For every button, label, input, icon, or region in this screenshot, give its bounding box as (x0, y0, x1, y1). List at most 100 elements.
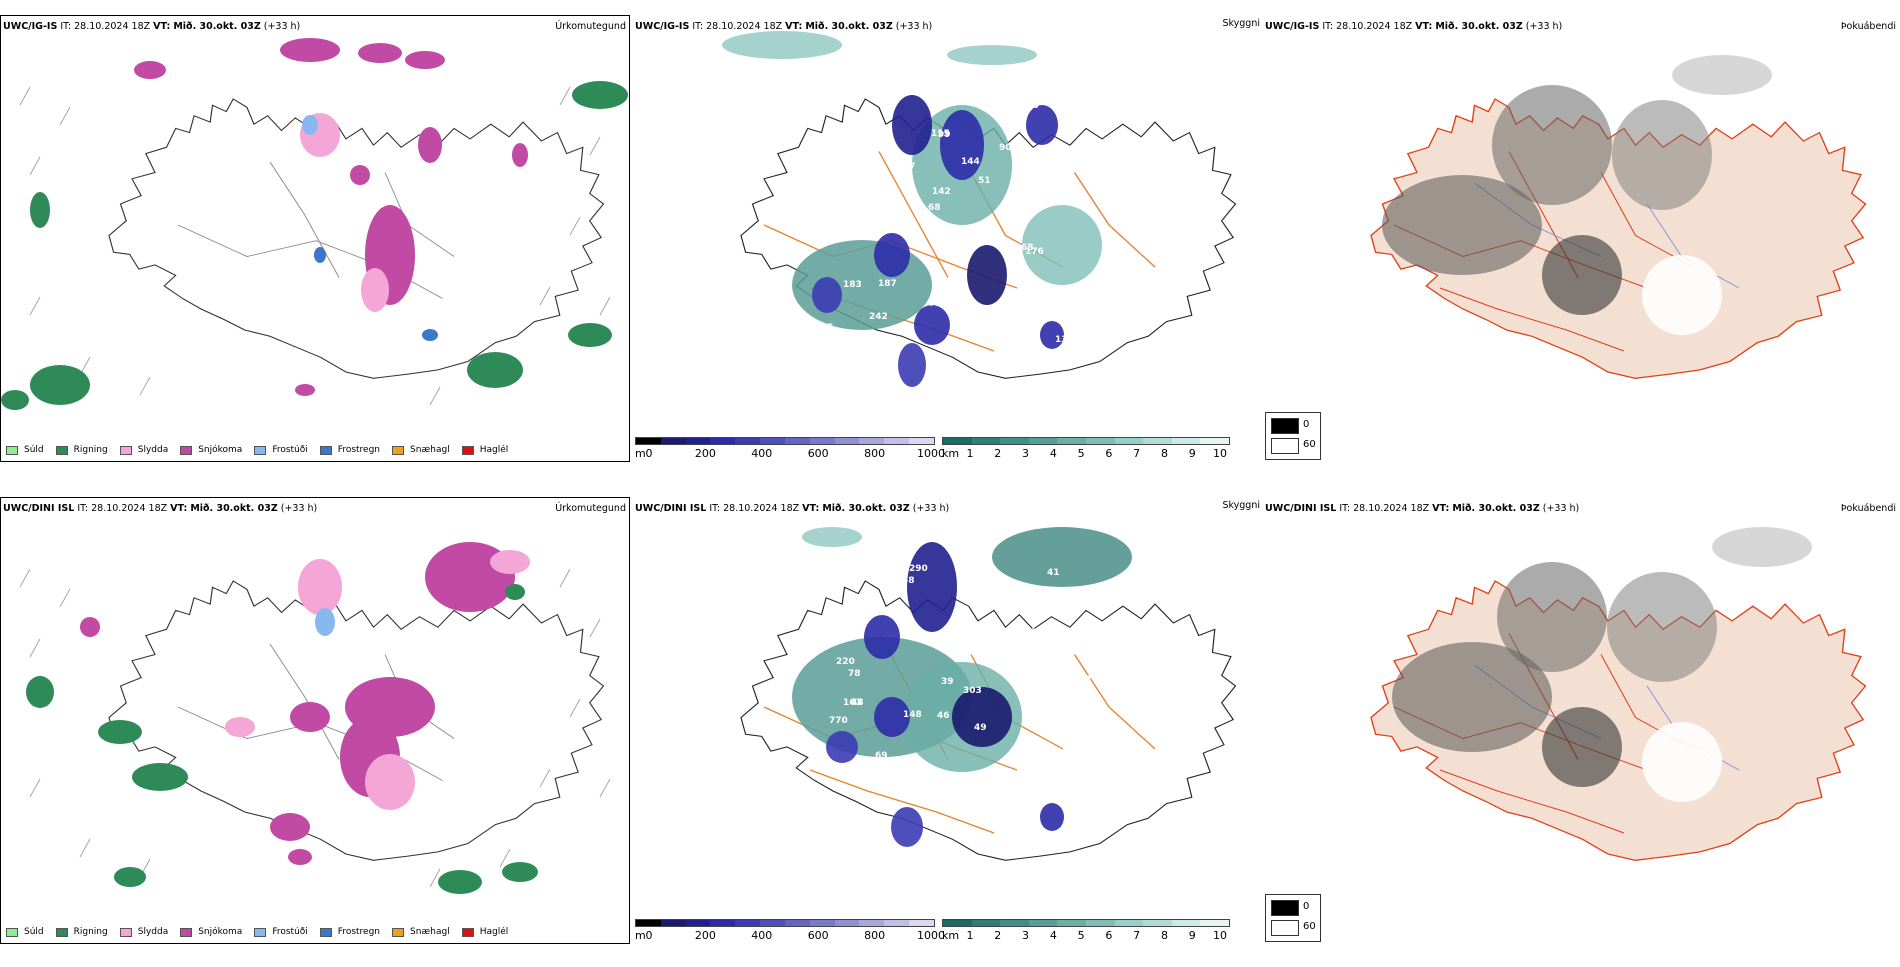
visibility-colorbar-bar (942, 437, 1230, 445)
colorbar-segment (660, 920, 686, 926)
cloudbase-label: 53 (828, 606, 841, 616)
precip-type-map-bottom (19, 542, 611, 894)
legend-item: Frostúði (254, 927, 308, 937)
legend-item: Snjókoma (180, 445, 242, 455)
cloudbase-label: 242 (869, 312, 888, 322)
colorbar-segment (710, 920, 736, 926)
cloudbase-label: 53 (940, 794, 953, 804)
it-label: IT: (60, 21, 72, 32)
legend-swatch (392, 927, 405, 937)
legend-swatch (180, 927, 193, 937)
it-value: 28.10.2024 18Z (723, 503, 800, 514)
visibility-colorbar-bar (942, 919, 1230, 927)
legend-label: Slydda (137, 927, 169, 937)
legend-label: Haglél (479, 927, 509, 937)
vt-label: VT: (170, 503, 188, 514)
colorbar-tick: 3 (1022, 447, 1030, 460)
colorbar-segment (884, 920, 910, 926)
colorbar-tick: 200 (694, 929, 716, 942)
legend-label: Súld (24, 927, 44, 937)
legend-item: Frostúði (254, 445, 308, 455)
legend-label: Súld (24, 445, 44, 455)
legend-swatch (254, 445, 267, 455)
colorbar-segment (660, 438, 686, 444)
model-name: UWC/DINI ISL (635, 503, 707, 514)
vt-label: VT: (802, 503, 820, 514)
model-name: UWC/DINI ISL (1265, 503, 1337, 514)
colorbar-segment (1000, 438, 1029, 444)
vt-value: Mið. 30.okt. 03Z (822, 503, 910, 514)
cloudbase-label: 37 (903, 162, 916, 172)
panel-title: UWC/IG-IS IT: 28.10.2024 18Z VT: Mið. 30… (3, 21, 300, 32)
colorbar-tick: 800 (864, 929, 886, 942)
cloudbase-label: 188 (1107, 674, 1126, 684)
colorbar-tick: 4 (1049, 447, 1057, 460)
colorbar-segment (735, 920, 761, 926)
model-name: UWC/IG-IS (3, 21, 58, 32)
cloudbase-label: 50 (1111, 179, 1124, 189)
vt-value: Mið. 30.okt. 03Z (190, 503, 278, 514)
cloudbase-label: 66 (838, 127, 851, 137)
colorbar-tick: 5 (1077, 929, 1085, 942)
panel-title: UWC/IG-IS IT: 28.10.2024 18Z VT: Mið. 30… (1265, 21, 1562, 32)
lead-time: (+33 h) (912, 503, 950, 514)
legend-item: Rigning (55, 927, 108, 937)
visibility-unit: km (942, 929, 960, 942)
cloudbase-label: 86 (977, 838, 990, 848)
legend-swatch (6, 927, 18, 937)
legend-label: Rigning (73, 927, 108, 937)
legend-label: Snjókoma (198, 445, 243, 455)
legend-label: Rigning (73, 445, 108, 455)
lead-time: (+33 h) (280, 503, 318, 514)
field-name: Skyggni (1222, 18, 1260, 29)
legend-item: Frostregn (319, 445, 380, 455)
cloudbase-label: 176 (1025, 247, 1044, 257)
cloudbase-label: 148 (903, 710, 922, 720)
cloudbase-label: 39 (941, 677, 954, 687)
bottom-row: UWC/DINI ISL IT: 28.10.2024 18Z VT: Mið.… (0, 497, 1900, 967)
cloudbase-label: 48 (1032, 660, 1045, 670)
field-name: Úrkomutegund (555, 21, 626, 32)
colorbar-tick: 600 (807, 447, 829, 460)
legend-label: Frostúði (272, 445, 308, 455)
it-label: IT: (709, 503, 721, 514)
visibility-panel-bottom: 290 63 77 46 49 48 53 357 770 271 303 68 58 148 86 38 53… (632, 497, 1262, 947)
legend-swatch (55, 927, 68, 937)
cloudbase-label: 90 (999, 143, 1012, 153)
fog-key-low: 0 (1303, 901, 1310, 912)
cloudbase-label: 35 (1075, 305, 1088, 315)
visibility-panel-top: 92 8 56 53 90 84 115 144 183 37 95 242 99 51 176 66 47 50… (632, 15, 1262, 465)
colorbar-segment (859, 438, 885, 444)
legend-item: Slydda (119, 927, 169, 937)
colorbar-segment (1143, 920, 1172, 926)
colorbar-tick: 10 (1213, 929, 1227, 942)
colorbar-segment (971, 920, 1001, 926)
cloudbase-label: 303 (963, 686, 982, 696)
vt-label: VT: (1415, 21, 1433, 32)
colorbar-segment (735, 438, 761, 444)
colorbar-tick: 10 (1213, 447, 1227, 460)
cloudbase-label: 53 (923, 218, 936, 228)
cloudbase-label: 84 (848, 340, 861, 350)
colorbar-segment (943, 438, 972, 444)
legend-swatch (180, 445, 193, 455)
fog-map-top (1370, 55, 1867, 379)
colorbar-segment (784, 920, 810, 926)
visibility-unit: km (942, 447, 960, 460)
colorbar-segment (784, 438, 810, 444)
cloudbase-label: 69 (875, 751, 888, 761)
legend-label: Haglél (479, 445, 509, 455)
model-name: UWC/DINI ISL (3, 503, 75, 514)
cloudbase-label: 63 (1025, 598, 1038, 608)
legend-item: Snjókoma (180, 927, 242, 937)
it-value: 28.10.2024 18Z (706, 21, 783, 32)
colorbar-tick: 7 (1133, 447, 1141, 460)
it-label: IT: (77, 503, 89, 514)
colorbar-segment (760, 920, 785, 926)
cloudbase-label: 98 (963, 351, 976, 361)
legend-item: Rigning (55, 445, 108, 455)
visibility-areas-bottom (792, 527, 1132, 847)
fog-map-bottom (1370, 527, 1867, 861)
cloudbase-label: 47 (932, 89, 945, 99)
